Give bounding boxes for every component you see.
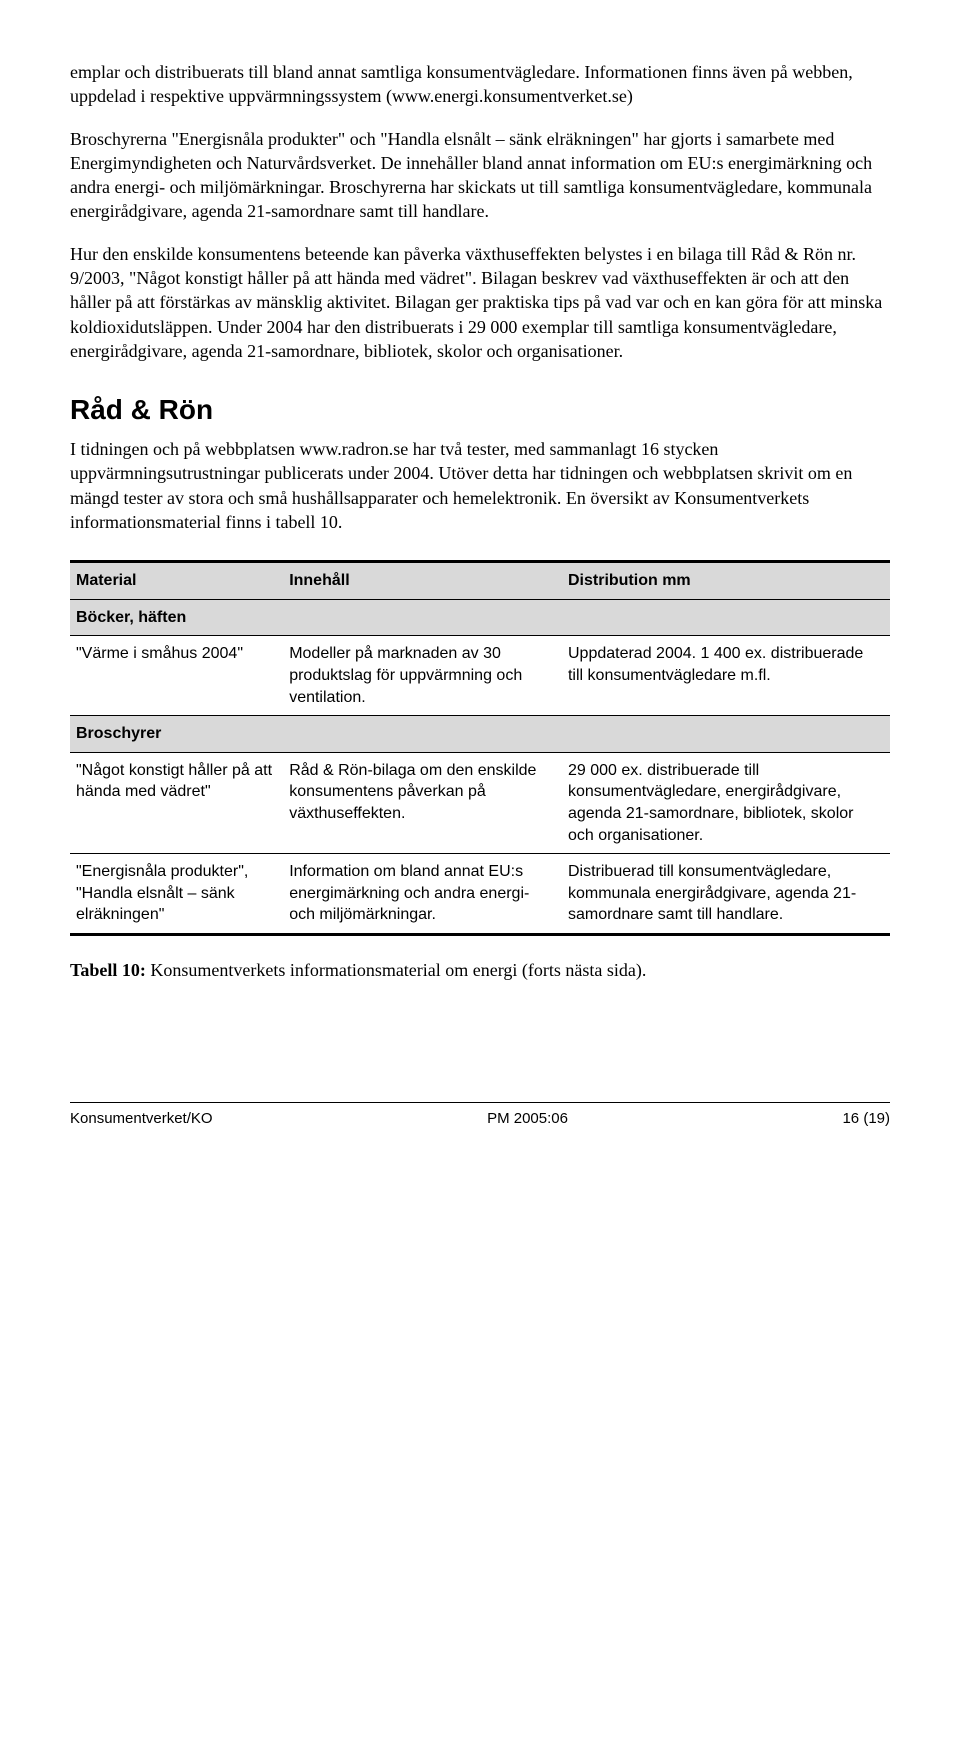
table-section-broschyrer: Broschyrer [70, 716, 890, 753]
paragraph-2: Broschyrerna "Energisnåla produkter" och… [70, 127, 890, 224]
cell-innehall: Råd & Rön-bilaga om den enskilde konsume… [283, 752, 562, 853]
header-innehall: Innehåll [283, 562, 562, 600]
section-label-bocker: Böcker, häften [70, 599, 890, 636]
table-row: "Energisnåla produkter", "Handla elsnålt… [70, 854, 890, 935]
cell-innehall: Modeller på marknaden av 30 produktslag … [283, 636, 562, 716]
heading-rad-ron: Råd & Rön [70, 391, 890, 429]
cell-innehall: Information om bland annat EU:s energimä… [283, 854, 562, 935]
cell-distribution: 29 000 ex. distribuerade till konsumentv… [562, 752, 890, 853]
paragraph-1: emplar och distribuerats till bland anna… [70, 60, 890, 109]
header-material: Material [70, 562, 283, 600]
header-distribution: Distribution mm [562, 562, 890, 600]
section-label-broschyrer: Broschyrer [70, 716, 890, 753]
cell-material: "Värme i småhus 2004" [70, 636, 283, 716]
cell-distribution: Distribuerad till konsumentvägledare, ko… [562, 854, 890, 935]
info-material-table: Material Innehåll Distribution mm Böcker… [70, 560, 890, 936]
footer-center: PM 2005:06 [487, 1109, 568, 1129]
caption-text: Konsumentverkets informationsmaterial om… [146, 960, 647, 980]
table-row: "Värme i småhus 2004" Modeller på markna… [70, 636, 890, 716]
cell-material: "Energisnåla produkter", "Handla elsnålt… [70, 854, 283, 935]
table-caption: Tabell 10: Konsumentverkets informations… [70, 958, 890, 982]
cell-material: "Något konstigt håller på att hända med … [70, 752, 283, 853]
caption-label: Tabell 10: [70, 960, 146, 980]
footer-left: Konsumentverket/KO [70, 1109, 213, 1129]
paragraph-3: Hur den enskilde konsumentens beteende k… [70, 242, 890, 363]
paragraph-4: I tidningen och på webbplatsen www.radro… [70, 437, 890, 534]
page-footer: Konsumentverket/KO PM 2005:06 16 (19) [70, 1102, 890, 1129]
table-section-bocker: Böcker, häften [70, 599, 890, 636]
table-header-row: Material Innehåll Distribution mm [70, 562, 890, 600]
table-row: "Något konstigt håller på att hända med … [70, 752, 890, 853]
cell-distribution: Uppdaterad 2004. 1 400 ex. distribuerade… [562, 636, 890, 716]
footer-right: 16 (19) [842, 1109, 890, 1129]
